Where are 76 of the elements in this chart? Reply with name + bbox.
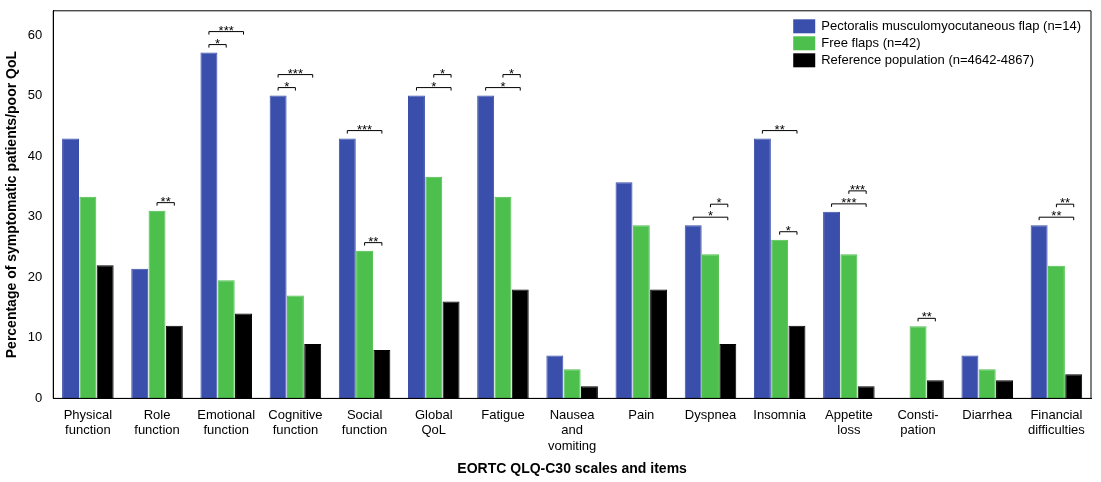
bar: [961, 355, 979, 399]
annotation: ***: [849, 181, 866, 197]
annotation: *: [439, 65, 445, 81]
x-axis-title: EORTC QLQ-C30 scales and items: [457, 460, 688, 477]
annotation: **: [1059, 195, 1071, 211]
bar: [1030, 225, 1048, 399]
bar: [148, 210, 166, 399]
x-tick-label: Cognitive function: [268, 406, 323, 438]
bar: [840, 254, 858, 399]
annotation: *: [707, 208, 714, 224]
x-tick-label: Appetite loss: [825, 406, 873, 438]
y-axis-title: Percentage of symptomatic patients/poor QoL: [3, 50, 20, 359]
x-tick-label: Social function: [341, 406, 388, 438]
y-tick-label: 20: [27, 268, 43, 284]
legend-label: Reference population (n=4642-4867): [821, 51, 1035, 67]
bar: [771, 239, 789, 399]
y-tick-label: 50: [27, 87, 43, 103]
annotation: **: [160, 193, 171, 209]
bar: [702, 254, 719, 399]
annotation: *: [509, 65, 515, 81]
bar: [978, 369, 996, 399]
y-tick-label: 60: [27, 26, 43, 42]
x-tick-label: Emotional function: [197, 406, 256, 438]
bar: [200, 52, 218, 399]
annotation: *: [284, 78, 290, 94]
bar: [425, 176, 443, 399]
x-tick-label: Insomnia: [753, 406, 807, 422]
annotation: *: [500, 78, 506, 94]
bar: [217, 280, 235, 399]
x-tick-label: Consti-pation: [897, 406, 939, 438]
y-tick-label: 10: [27, 329, 43, 345]
annotation: *: [431, 78, 437, 94]
bar: [269, 95, 287, 399]
y-tick-label: 40: [27, 147, 43, 163]
x-tick-label: Fatigue: [481, 406, 525, 422]
legend-label: Pectoralis musculomyocutaneous flap (n=14): [821, 17, 1082, 33]
bar: [823, 211, 841, 399]
bar: [131, 268, 149, 399]
annotation: *: [785, 222, 791, 238]
y-tick-label: 0: [35, 389, 43, 405]
annotation: **: [1051, 208, 1062, 224]
bar: [615, 182, 633, 399]
x-tick-label: Pain: [628, 406, 655, 422]
bar: [62, 138, 80, 399]
x-tick-label: Diarrhea: [962, 406, 1013, 422]
x-tick-label: Physical function: [63, 406, 113, 438]
annotation: ***: [356, 121, 373, 137]
bar: [477, 95, 495, 399]
bar: [494, 196, 512, 399]
annotation: ***: [218, 22, 234, 38]
bar: [407, 95, 425, 399]
x-tick-label: Financial difficulties: [1027, 406, 1086, 438]
bar: [546, 355, 564, 399]
annotation: *: [716, 195, 722, 211]
legend-label: Free flaps (n=42): [821, 34, 921, 50]
x-tick-label: Role function: [134, 406, 180, 438]
bar: [338, 138, 356, 399]
annotation: *: [215, 35, 221, 51]
bar: [563, 369, 581, 399]
x-tick-label: Global QoL: [414, 406, 453, 438]
bar: [286, 295, 304, 399]
bar: [909, 326, 927, 399]
annotation: **: [774, 121, 785, 137]
bar: [79, 196, 97, 399]
bar: [753, 138, 771, 399]
bar: [632, 225, 650, 399]
annotation: **: [921, 309, 932, 325]
x-tick-label: Nausea and vomiting: [547, 406, 597, 453]
x-tick-label: Dyspnea: [684, 406, 737, 422]
bar: [356, 250, 374, 399]
bar: [684, 225, 702, 399]
y-tick-label: 30: [27, 208, 43, 224]
annotation: ***: [287, 65, 303, 81]
bar: [1047, 265, 1065, 399]
annotation: ***: [841, 194, 857, 210]
annotation: **: [368, 233, 379, 249]
